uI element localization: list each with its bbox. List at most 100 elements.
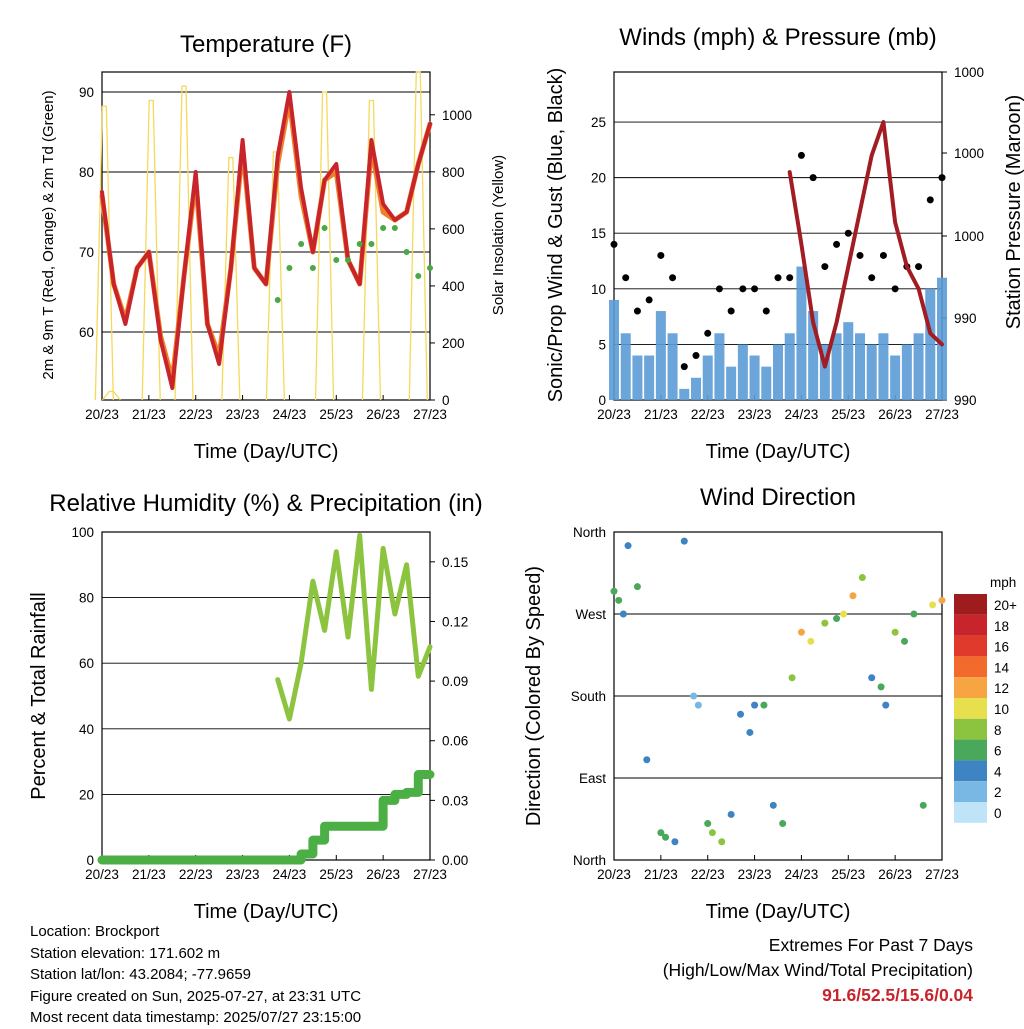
direction-point <box>708 829 716 837</box>
gust-point <box>786 274 794 282</box>
humidity-ytick-label: 40 <box>79 722 94 737</box>
temperature-ylabel-left: 2m & 9m T (Red, Orange) & 2m Td (Green) <box>40 90 57 379</box>
humidity-ytick-label: 60 <box>79 656 94 671</box>
direction-title: Wind Direction <box>700 484 856 511</box>
wind-bar <box>855 333 865 400</box>
temperature-ytick-label: 0 <box>442 393 450 408</box>
gust-point <box>797 151 805 159</box>
wind-bar <box>796 266 807 400</box>
dewpoint-point <box>415 273 422 279</box>
gust-point <box>622 274 630 282</box>
wind-bar <box>925 288 936 400</box>
direction-point <box>938 596 946 604</box>
direction-point <box>910 610 918 618</box>
humidity-xtick-label: 26/23 <box>366 867 400 882</box>
gust-point <box>938 174 946 182</box>
winds-ylabel-right: Station Pressure (Maroon) <box>1003 95 1024 330</box>
wind-bar <box>890 355 901 400</box>
direction-point <box>727 810 735 818</box>
direction-point <box>788 674 796 682</box>
speed-legend-swatch <box>954 718 987 740</box>
direction-point <box>610 587 618 595</box>
temperature-xtick-label: 26/23 <box>366 407 400 422</box>
direction-point <box>807 637 815 645</box>
direction-point <box>833 615 841 623</box>
wind-bar <box>702 355 713 400</box>
winds-xtick-label: 24/23 <box>785 407 819 422</box>
gust-point <box>669 274 677 282</box>
speed-legend-label: 18 <box>994 619 1009 634</box>
dewpoint-point <box>403 249 410 255</box>
gust-point <box>844 229 852 237</box>
direction-point <box>821 619 829 627</box>
direction-point <box>746 728 754 736</box>
temperature-ylabel-right: Solar Insolation (Yellow) <box>490 155 507 315</box>
gust-point <box>868 274 876 282</box>
wind-bar <box>773 344 783 400</box>
station-location: Location: Brockport <box>30 923 160 940</box>
humidity-ytick-label: 0.06 <box>442 734 468 749</box>
gust-point <box>926 196 934 204</box>
direction-point <box>690 692 698 700</box>
direction-point <box>877 683 885 691</box>
dewpoint-point <box>356 241 363 247</box>
direction-point <box>858 574 866 582</box>
direction-point <box>680 537 688 545</box>
figure-created: Figure created on Sun, 2025-07-27, at 23… <box>30 987 362 1005</box>
wind-bar <box>784 333 795 400</box>
speed-legend-label: 14 <box>994 660 1010 675</box>
wind-bar <box>714 333 725 400</box>
direction-point <box>891 628 899 636</box>
temperature-frame <box>101 71 431 401</box>
humidity-xtick-label: 20/23 <box>85 867 119 882</box>
direction-point <box>779 820 787 828</box>
direction-series <box>610 537 946 846</box>
winds-xtick-label: 27/23 <box>925 407 959 422</box>
humidity-xtick-label: 23/23 <box>226 867 260 882</box>
winds-xtick-label: 22/23 <box>691 407 725 422</box>
solar-peak <box>221 156 241 401</box>
temperature-2m-line <box>100 90 432 390</box>
direction-point <box>751 701 759 709</box>
gust-point <box>821 263 829 271</box>
direction-point <box>868 674 876 682</box>
winds-ytick-label: 1000 <box>954 146 984 161</box>
wind-bar <box>937 277 947 400</box>
winds-xtick-label: 20/23 <box>597 407 631 422</box>
speed-legend-label: 4 <box>994 764 1002 779</box>
direction-point <box>718 838 726 846</box>
winds-ytick-label: 15 <box>591 226 606 241</box>
humidity-ylabel-left: Percent & Total Rainfall <box>28 592 50 800</box>
temperature-xtick-label: 21/23 <box>132 407 166 422</box>
wind-bar <box>667 333 678 400</box>
extremes-subtitle: (High/Low/Max Wind/Total Precipitation) <box>662 960 973 980</box>
gust-point <box>751 285 759 293</box>
direction-point <box>919 801 927 809</box>
wind-bar <box>901 344 912 400</box>
temperature-9m-line <box>99 97 433 383</box>
direction-point <box>849 592 857 600</box>
extremes-values: 91.6/52.5/15.6/0.04 <box>822 985 973 1005</box>
winds-ytick-label: 1000 <box>954 229 984 244</box>
direction-point <box>840 610 848 618</box>
humidity-ytick-label: 0.09 <box>442 674 468 689</box>
humidity-ytick-label: 0.12 <box>442 614 468 629</box>
humidity-xtick-label: 21/23 <box>132 867 166 882</box>
temperature-ytick-label: 80 <box>79 165 94 180</box>
humidity-xtick-label: 27/23 <box>413 867 447 882</box>
solar-peak <box>101 390 121 401</box>
extremes-box: Extremes For Past 7 Days (High/Low/Max W… <box>663 933 973 1008</box>
winds-xtick-label: 26/23 <box>878 407 912 422</box>
gust-point <box>692 352 700 360</box>
winds-xtick-label: 23/23 <box>738 407 772 422</box>
wind-series <box>609 266 947 400</box>
winds-ytick-label: 20 <box>591 171 606 186</box>
relative-humidity-line <box>275 532 433 722</box>
direction-point <box>643 756 651 764</box>
direction-xtick-label: 24/23 <box>785 867 819 882</box>
humidity-xtick-label: 22/23 <box>179 867 213 882</box>
direction-point <box>624 542 632 550</box>
direction-point <box>737 710 745 718</box>
speed-legend-swatch <box>954 614 987 636</box>
station-pressure-line <box>787 120 944 369</box>
